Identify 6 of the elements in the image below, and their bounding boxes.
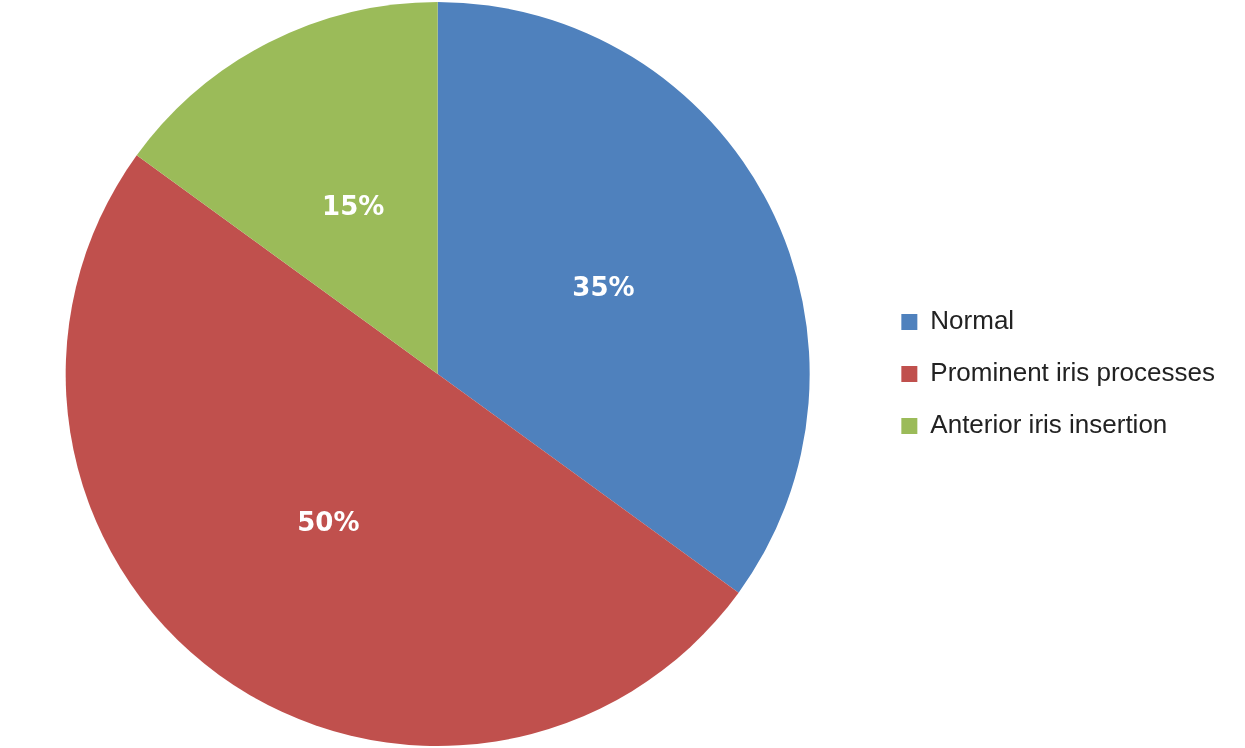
legend-label: Normal [930,305,1015,336]
legend-label: Anterior iris insertion [930,409,1168,440]
data-label: 50% [297,507,360,538]
data-label: 35% [572,272,635,303]
legend-label: Prominent iris processes [930,357,1215,388]
data-label: 15% [322,191,385,222]
